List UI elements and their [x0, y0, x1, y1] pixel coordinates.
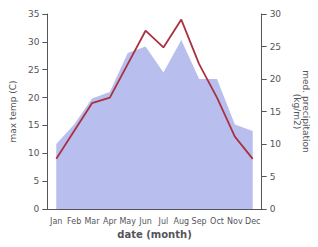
svg-text:15: 15: [270, 107, 281, 117]
svg-text:Oct: Oct: [210, 217, 224, 226]
svg-text:Aug: Aug: [173, 217, 189, 226]
svg-text:Apr: Apr: [103, 217, 118, 226]
svg-text:0: 0: [34, 204, 40, 214]
svg-text:5: 5: [270, 172, 276, 182]
svg-text:max temp (C): max temp (C): [8, 80, 18, 142]
svg-text:10: 10: [28, 148, 40, 158]
svg-text:Mar: Mar: [84, 217, 100, 226]
svg-text:Jul: Jul: [158, 217, 169, 226]
svg-text:date (month): date (month): [117, 229, 191, 240]
svg-text:30: 30: [28, 37, 40, 47]
svg-text:5: 5: [34, 176, 40, 186]
svg-text:25: 25: [28, 65, 39, 75]
svg-text:Sep: Sep: [192, 217, 207, 226]
svg-text:Nov: Nov: [227, 217, 243, 226]
svg-text:0: 0: [270, 204, 276, 214]
svg-text:May: May: [119, 217, 136, 226]
svg-text:(kg/m2): (kg/m2): [292, 94, 302, 129]
svg-text:med. precipitation: med. precipitation: [300, 70, 311, 153]
svg-text:30: 30: [270, 9, 282, 19]
svg-text:10: 10: [270, 139, 282, 149]
svg-text:Feb: Feb: [67, 217, 81, 226]
svg-text:Dec: Dec: [245, 217, 260, 226]
svg-text:20: 20: [270, 74, 282, 84]
svg-text:15: 15: [28, 120, 39, 130]
svg-text:20: 20: [28, 93, 40, 103]
svg-text:Jun: Jun: [138, 217, 152, 226]
svg-text:Jan: Jan: [49, 217, 62, 226]
svg-text:25: 25: [270, 42, 281, 52]
svg-text:35: 35: [28, 9, 39, 19]
